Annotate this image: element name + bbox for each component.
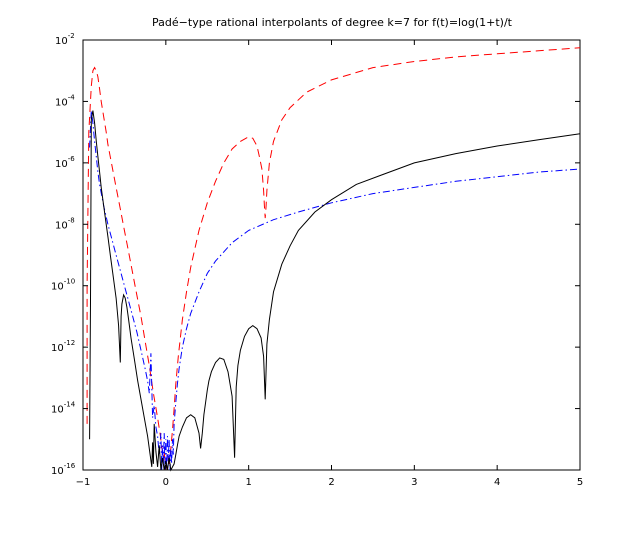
x-tick-label: 0 xyxy=(163,477,169,488)
x-tick-label: −1 xyxy=(76,477,91,488)
series-layer xyxy=(86,47,581,472)
plot-area xyxy=(82,39,581,471)
y-tick-label: 10-4 xyxy=(55,93,75,108)
series-line-2 xyxy=(89,110,581,471)
y-tick-label: 10-10 xyxy=(51,278,75,293)
series-line-1 xyxy=(86,47,581,471)
y-tick-label: 10-8 xyxy=(55,216,75,231)
x-tick-label: 2 xyxy=(328,477,334,488)
y-tick-label: 10-16 xyxy=(51,462,76,477)
series-line-3 xyxy=(89,110,581,472)
y-tick-label: 10-2 xyxy=(55,32,75,47)
x-tick-label: 3 xyxy=(411,477,417,488)
y-axis: 10-2 10-4 10-6 10-8 10-10 10-12 10-14 10-16 xyxy=(51,32,580,477)
x-tick-label: 4 xyxy=(494,477,500,488)
y-tick-label: 10-14 xyxy=(51,401,76,416)
y-tick-label: 10-12 xyxy=(51,339,75,354)
x-axis: −1 0 1 2 3 4 5 xyxy=(76,40,583,488)
x-tick-label: 5 xyxy=(577,477,583,488)
chart-title: Padé−type rational interpolants of degre… xyxy=(152,16,513,29)
y-tick-label: 10-6 xyxy=(55,155,75,170)
x-tick-label: 1 xyxy=(245,477,251,488)
